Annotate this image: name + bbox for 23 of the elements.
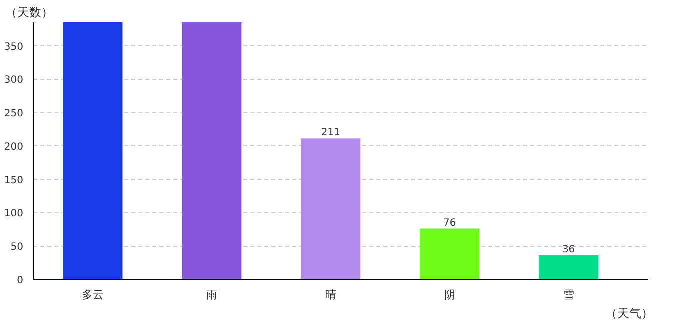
y-tick-label: 250 <box>4 108 24 120</box>
y-tick-label: 50 <box>10 242 24 254</box>
bar <box>301 138 361 280</box>
x-tick-label: 晴 <box>325 288 336 302</box>
x-tick-label: 雨 <box>206 288 218 302</box>
y-tick-label: 200 <box>4 142 24 153</box>
bar <box>63 22 123 280</box>
data-label: 76 <box>443 218 456 229</box>
x-axis-title: （天气） <box>606 306 654 320</box>
x-tick-label: 多云 <box>82 288 104 302</box>
y-tick-label: 150 <box>4 175 24 186</box>
y-tick-label: 350 <box>4 42 24 53</box>
y-tick-label: 0 <box>17 276 24 286</box>
data-label: 211 <box>321 128 340 139</box>
bar <box>539 255 599 280</box>
y-tick-label: 100 <box>4 208 24 220</box>
y-tick-label: 300 <box>4 75 24 86</box>
x-tick-label: 阴 <box>444 288 456 302</box>
data-label: 36 <box>562 244 576 256</box>
bar <box>182 22 242 280</box>
y-axis-title: （天数） <box>6 6 54 20</box>
bar <box>420 228 480 280</box>
x-tick-label: 雪 <box>563 288 574 302</box>
